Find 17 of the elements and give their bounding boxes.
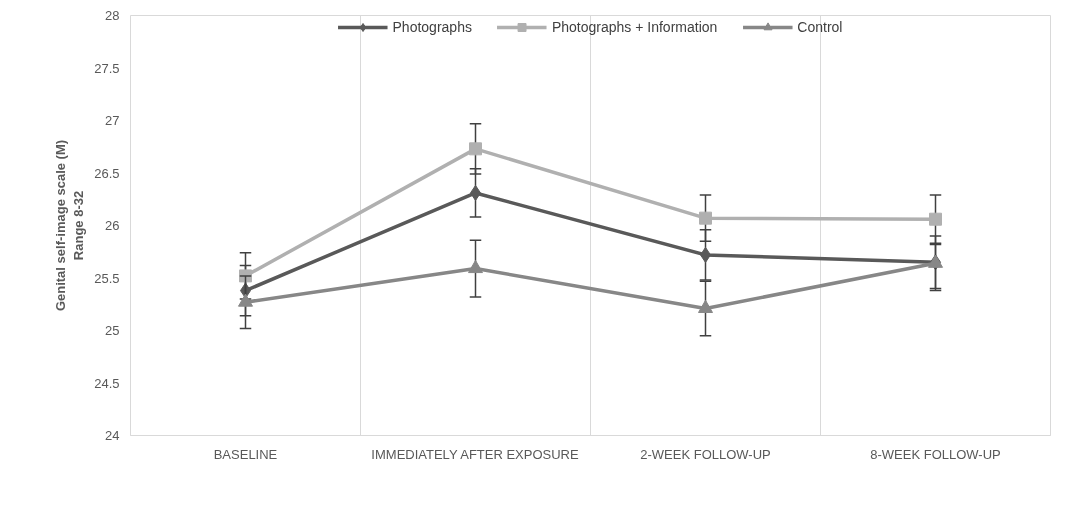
x-tick-label: 2-WEEK FOLLOW-UP [640, 446, 771, 462]
y-tick-label: 24.5 [94, 375, 120, 391]
y-tick-label: 28 [105, 8, 120, 23]
x-tick-label: BASELINE [213, 446, 278, 462]
y-tick-label: 24 [105, 428, 120, 443]
y-tick-label: 25.5 [94, 270, 120, 286]
legend-label: Photographs + Information [551, 19, 718, 35]
legend-label: Control [797, 19, 843, 35]
x-tick-label: IMMEDIATELY AFTER EXPOSURE [371, 446, 580, 462]
x-tick-label: 8-WEEK FOLLOW-UP [870, 446, 1001, 462]
y-tick-label: 25 [105, 323, 120, 338]
y-tick-label: 26.5 [94, 165, 120, 181]
legend-label: Photographs [392, 19, 472, 35]
y-axis-title: Genital self-image scale (M) Range 8-32 [53, 139, 87, 312]
y-tick-label: 27 [105, 113, 120, 128]
y-tick-label: 27.5 [94, 60, 120, 76]
y-tick-label: 26 [105, 218, 120, 233]
